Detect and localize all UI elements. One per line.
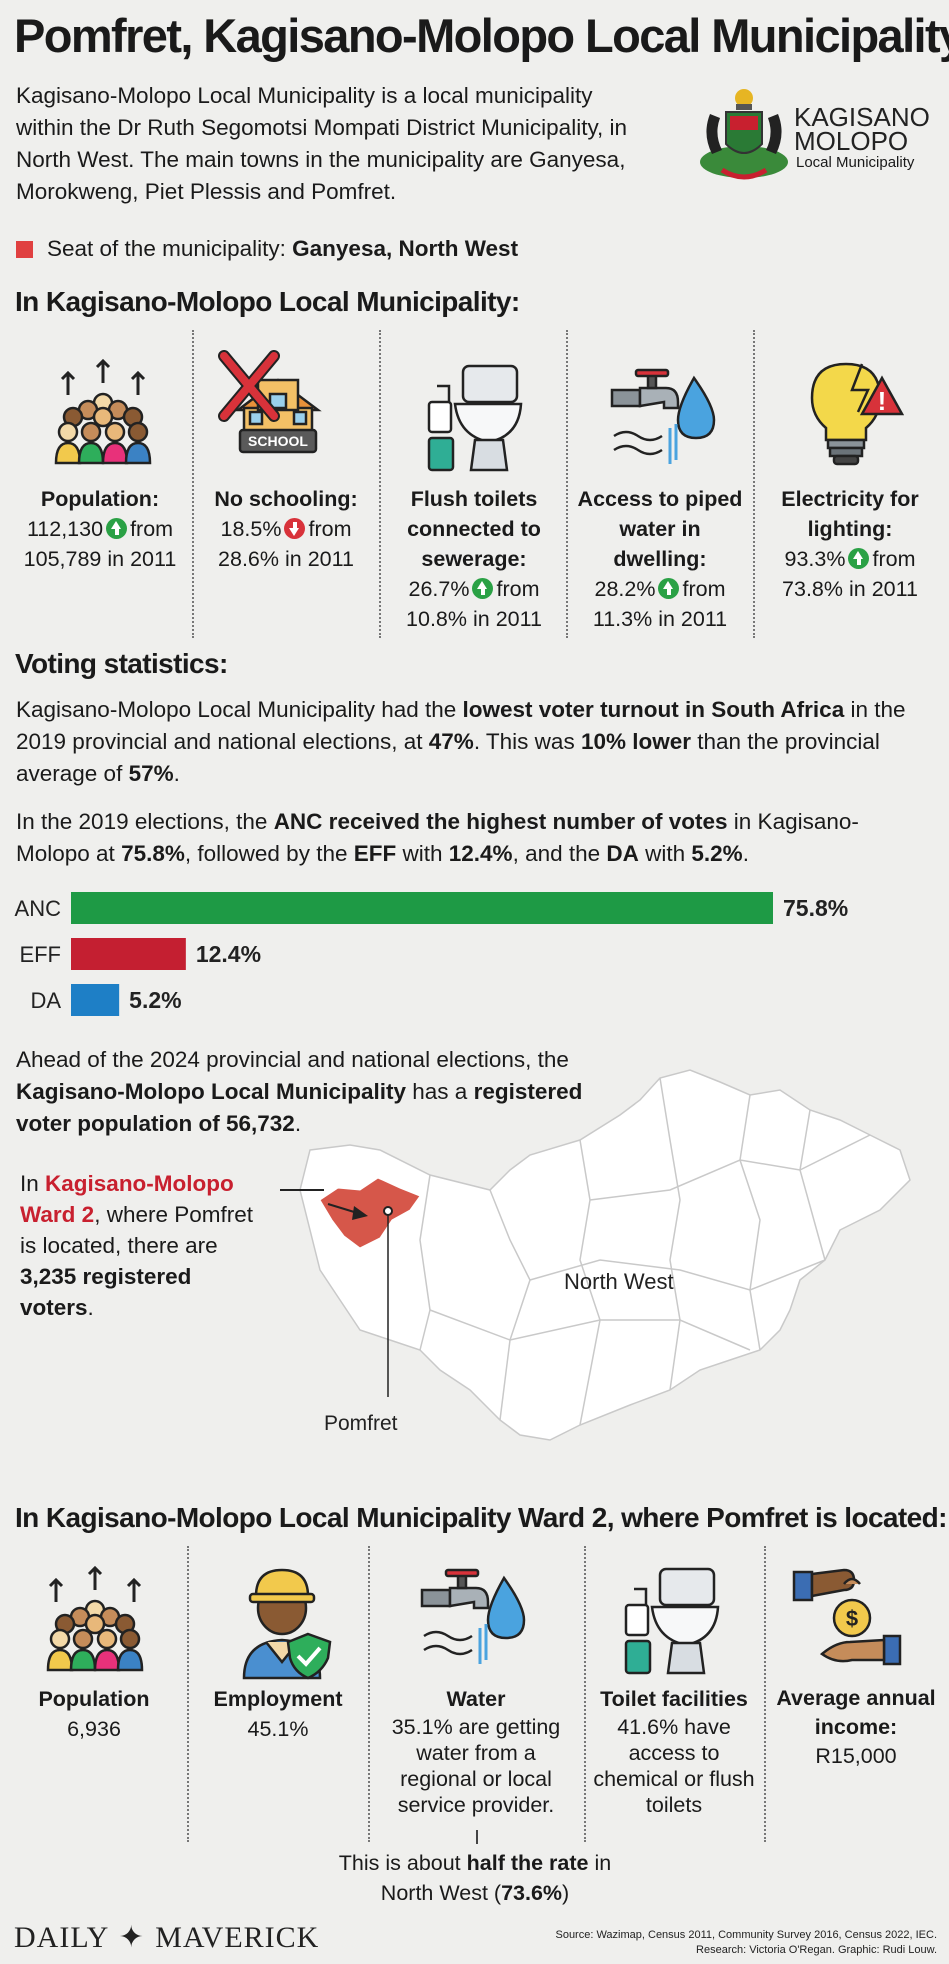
arrow-up-icon	[658, 578, 680, 599]
school-icon-text: SCHOOL	[248, 433, 308, 449]
section1-heading: In Kagisano-Molopo Local Municipality:	[15, 286, 520, 317]
voting-paragraph-2: In the 2019 elections, the ANC received …	[16, 809, 859, 866]
source-text: Source: Wazimap, Census 2011, Community …	[555, 1929, 937, 1941]
ward-2-text: In Kagisano-Molopo Ward 2, where Pomfret…	[20, 1171, 253, 1320]
seat-of-municipality: Seat of the municipality: Ganyesa, North…	[16, 236, 518, 262]
ward-stat-income-value: R15,000	[815, 1744, 897, 1768]
stat-flush-toilets: Flush toilets connected to sewerage: 26.…	[392, 484, 556, 634]
stat-piped-water-label: Access to piped water in dwelling:	[577, 487, 743, 571]
coat-of-arms-icon	[700, 89, 788, 180]
ward-2-highlight	[319, 1177, 421, 1249]
municipality-logo: KAGISANO MOLOPO Local Municipality	[692, 84, 942, 188]
brand-right: MAVERICK	[155, 1921, 320, 1954]
seat-value: Ganyesa, North West	[292, 236, 519, 261]
water-tap-icon	[610, 368, 716, 464]
bar-anc	[71, 892, 773, 924]
source-credits: Source: Wazimap, Census 2011, Community …	[555, 1928, 937, 1958]
bar-value-anc: 75.8%	[783, 895, 848, 921]
bar-value-eff: 12.4%	[196, 941, 261, 967]
money-hand-icon: $	[792, 1568, 902, 1666]
stat-population-previous: 105,789 in 2011	[23, 547, 177, 571]
map-town-label: Pomfret	[324, 1412, 398, 1435]
map-province-label: North West	[564, 1269, 674, 1294]
daily-maverick-logo: DAILY ✦ MAVERICK	[14, 1920, 319, 1955]
no-school-icon: SCHOOL	[218, 350, 322, 454]
ward-stat-employment: Employment 45.1%	[192, 1684, 364, 1744]
ward-stat-population-label: Population	[38, 1687, 150, 1711]
north-west-map: North West Pomfret	[280, 1069, 911, 1441]
stat-electricity-value: 93.3%	[784, 547, 846, 571]
bar-da	[71, 984, 120, 1016]
stat-electricity-previous: 73.8% in 2011	[782, 577, 918, 601]
population-icon	[54, 358, 152, 465]
lightbulb-warning-icon: !	[810, 362, 904, 466]
stat-no-schooling-label: No schooling:	[214, 487, 358, 511]
page-title: Pomfret, Kagisano-Molopo Local Municipal…	[14, 9, 949, 62]
ward-stat-water-value: 35.1% are getting water from a regional …	[391, 1715, 561, 1817]
svg-text:$: $	[846, 1606, 858, 1631]
stat-population: Population: 112,130 from 105,789 in 2011	[10, 484, 190, 574]
bar-label-da: DA	[30, 988, 61, 1013]
vote-share-bar-chart: ANC 75.8% EFF 12.4% DA 5.2%	[15, 892, 848, 1016]
stat-piped-water-previous: 11.3% in 2011	[592, 607, 728, 631]
stat-electricity-label: Electricity for lighting:	[781, 487, 919, 541]
brand-left: DAILY	[14, 1921, 109, 1954]
arrow-up-icon	[106, 518, 128, 539]
toilet-icon	[624, 1567, 720, 1675]
ward-stat-income-label: Average annual income:	[776, 1686, 936, 1739]
ward-stat-water-label: Water	[446, 1687, 506, 1711]
registration-text: Ahead of the 2024 provincial and nationa…	[16, 1047, 583, 1136]
bird-icon: ✦	[118, 1921, 145, 1954]
stat-no-schooling-previous: 28.6% in 2011	[218, 547, 354, 571]
intro-text: Kagisano-Molopo Local Municipality is a …	[16, 83, 628, 204]
stat-no-schooling-value: 18.5%	[220, 517, 282, 541]
bar-value-da: 5.2%	[129, 987, 181, 1013]
stat-flush-toilets-value: 26.7%	[408, 577, 470, 601]
section2-heading: In Kagisano-Molopo Local Municipality Wa…	[15, 1502, 947, 1533]
stat-population-value: 112,130	[26, 517, 104, 541]
bar-eff	[71, 938, 186, 970]
voting-paragraph-1: Kagisano-Molopo Local Municipality had t…	[16, 697, 906, 786]
logo-line2: MOLOPO	[794, 126, 909, 156]
svg-text:!: !	[878, 386, 887, 416]
seat-label: Seat of the municipality:	[47, 236, 286, 261]
ward-stat-toilets: Toilet facilities 41.6% have access to c…	[588, 1684, 760, 1818]
ward-stat-population-value: 6,936	[67, 1717, 121, 1741]
ward-stat-employment-label: Employment	[213, 1687, 343, 1711]
ward-stat-population: Population 6,936	[6, 1684, 182, 1744]
stat-flush-toilets-label: Flush toilets connected to sewerage:	[407, 487, 541, 571]
stat-electricity: Electricity for lighting: 93.3% from 73.8…	[760, 484, 940, 604]
water-note: This is about half the rate in North Wes…	[338, 1851, 612, 1905]
logo-line1: KAGISANO	[794, 102, 930, 132]
toilet-icon	[427, 364, 523, 472]
bar-label-anc: ANC	[15, 896, 62, 921]
stat-flush-toilets-previous: 10.8% in 2011	[406, 607, 542, 631]
seat-marker-icon	[16, 240, 33, 258]
voting-heading: Voting statistics:	[15, 648, 228, 679]
arrow-up-icon	[472, 578, 494, 599]
water-note-connector	[476, 1830, 478, 1844]
arrow-down-icon	[284, 518, 306, 539]
ward-stat-employment-value: 45.1%	[247, 1717, 309, 1741]
credits-text: Research: Victoria O'Regan. Graphic: Rud…	[696, 1944, 937, 1956]
ward-stat-water: Water 35.1% are getting water from a reg…	[376, 1684, 576, 1818]
stat-piped-water: Access to piped water in dwelling: 28.2%…	[572, 484, 748, 634]
ward-stat-toilets-value: 41.6% have access to chemical or flush t…	[593, 1715, 755, 1817]
bar-label-eff: EFF	[19, 942, 61, 967]
ward-stat-toilets-label: Toilet facilities	[600, 1687, 748, 1711]
logo-line3: Local Municipality	[796, 154, 915, 171]
ward-stat-income: Average annual income: R15,000	[768, 1684, 944, 1771]
stat-piped-water-value: 28.2%	[594, 577, 656, 601]
arrow-up-icon	[848, 548, 870, 569]
stat-no-schooling: No schooling: 18.5% from 28.6% in 2011	[196, 484, 376, 574]
stat-population-label: Population:	[40, 487, 160, 511]
worker-icon	[242, 1568, 332, 1680]
population-icon	[46, 1565, 144, 1672]
water-tap-icon	[420, 1568, 526, 1664]
